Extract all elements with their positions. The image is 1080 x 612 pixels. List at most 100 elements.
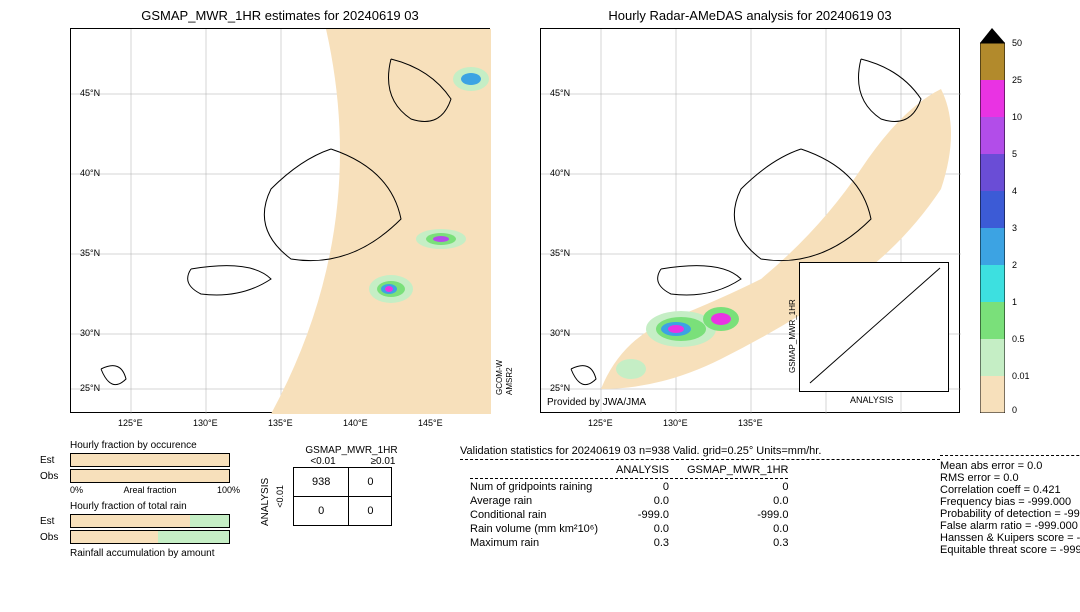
vrow-v1: -999.0 <box>608 509 677 521</box>
stat-label: Correlation coeff = <box>940 484 1030 496</box>
conf-row-0: <0.01 <box>275 485 293 508</box>
left-map-panel <box>70 28 490 413</box>
cbar-tick: 0 <box>1012 405 1017 415</box>
conf-col-1: ≥0.01 <box>353 456 413 467</box>
stat-val: 0.421 <box>1030 484 1061 496</box>
est-bar <box>70 453 230 467</box>
sat-label-2: AMSR2 <box>505 367 514 395</box>
left-map-title: GSMAP_MWR_1HR estimates for 20240619 03 <box>70 8 490 23</box>
cbar-tick: 4 <box>1012 186 1017 196</box>
stat-label: Probability of detection = <box>940 508 1061 520</box>
vrow-v2: 0.3 <box>679 537 796 549</box>
vrow-v2: -999.0 <box>679 509 796 521</box>
conf-cell: 938 <box>294 468 349 497</box>
left-map-svg <box>71 29 491 414</box>
xtick: 125°E <box>588 418 613 428</box>
provider-label: Provided by JWA/JMA <box>547 397 646 408</box>
rain-est-bar <box>70 514 230 528</box>
scatter-inset: ANALYSIS GSMAP_MWR_1HR <box>799 262 949 392</box>
vrow-v1: 0.0 <box>608 495 677 507</box>
stats-section: Mean abs error = 0.0 RMS error = 0.0 Cor… <box>940 455 1080 556</box>
sat-label-1: GCOM-W <box>495 360 504 395</box>
conf-matrix-table: 9380 00 <box>293 467 392 526</box>
rain-obs-bar <box>70 530 230 544</box>
accum-label: Rainfall accumulation by amount <box>70 548 240 559</box>
cbar-tick: 2 <box>1012 260 1017 270</box>
ytick: 30°N <box>80 328 100 338</box>
stat-val: -999.000 <box>1031 520 1077 532</box>
conf-cell: 0 <box>294 497 349 526</box>
stat-label: RMS error = <box>940 472 1000 484</box>
ytick: 35°N <box>80 248 100 258</box>
occ-xmax: 100% <box>217 485 240 495</box>
ytick: 25°N <box>550 383 570 393</box>
ytick: 35°N <box>550 248 570 258</box>
conf-col-0: <0.01 <box>293 456 353 467</box>
col2: GSMAP_MWR_1HR <box>679 464 796 476</box>
vrow-v1: 0 <box>608 481 677 493</box>
scatter-xlabel: ANALYSIS <box>850 395 893 405</box>
cbar-tick: 0.5 <box>1012 334 1025 344</box>
stat-val: 0.0 <box>1024 460 1042 472</box>
conf-matrix-section: GSMAP_MWR_1HR ANALYSIS <0.01 ≥0.01 <0.01… <box>260 445 413 526</box>
stat-val: -999.000 <box>1057 544 1080 556</box>
xtick: 130°E <box>193 418 218 428</box>
figure-container: GSMAP_MWR_1HR estimates for 20240619 03 … <box>0 0 1080 612</box>
ytick: 30°N <box>550 328 570 338</box>
validation-table: ANALYSISGSMAP_MWR_1HR Num of gridpoints … <box>460 462 798 551</box>
vrow-label: Num of gridpoints raining <box>462 481 606 493</box>
rain-title: Hourly fraction of total rain <box>70 501 240 512</box>
cbar-tick: 5 <box>1012 149 1017 159</box>
cbar-tick: 10 <box>1012 112 1022 122</box>
scatter-ylabel: GSMAP_MWR_1HR <box>788 299 797 373</box>
xtick: 145°E <box>418 418 443 428</box>
obs-label: Obs <box>40 471 70 482</box>
ytick: 40°N <box>80 168 100 178</box>
occ-axis: Areal fraction <box>123 485 176 495</box>
validation-title: Validation statistics for 20240619 03 n=… <box>460 445 940 457</box>
cbar-tick: 3 <box>1012 223 1017 233</box>
xtick: 135°E <box>738 418 763 428</box>
vrow-label: Rain volume (mm km²10⁶) <box>462 523 606 535</box>
conf-cell: 0 <box>349 468 392 497</box>
vrow-v2: 0.0 <box>679 495 796 507</box>
cbar-tick: 1 <box>1012 297 1017 307</box>
stat-label: Mean abs error = <box>940 460 1024 472</box>
colorbar <box>980 28 1005 413</box>
vrow-v1: 0.3 <box>608 537 677 549</box>
xtick: 135°E <box>268 418 293 428</box>
ytick: 45°N <box>550 88 570 98</box>
occurrence-section: Hourly fraction by occurence Est Obs 0% … <box>40 440 240 559</box>
right-map-title: Hourly Radar-AMeDAS analysis for 2024061… <box>540 8 960 23</box>
occ-xmin: 0% <box>70 485 83 495</box>
stat-label: Frequency bias = <box>940 496 1025 508</box>
ytick: 40°N <box>550 168 570 178</box>
vrow-v1: 0.0 <box>608 523 677 535</box>
vrow-v2: 0 <box>679 481 796 493</box>
xtick: 140°E <box>343 418 368 428</box>
col1: ANALYSIS <box>608 464 677 476</box>
validation-section: Validation statistics for 20240619 03 n=… <box>460 445 940 551</box>
xtick: 125°E <box>118 418 143 428</box>
stat-label: False alarm ratio = <box>940 520 1031 532</box>
stat-val: -999.000 <box>1074 532 1080 544</box>
stat-label: Equitable threat score = <box>940 544 1057 556</box>
stat-label: Hanssen & Kuipers score = <box>940 532 1074 544</box>
right-map-panel: Provided by JWA/JMA ANALYSIS GSMAP_MWR_1… <box>540 28 960 413</box>
stat-val: -999.000 <box>1061 508 1080 520</box>
conf-row-header: ANALYSIS <box>260 456 271 526</box>
occ-title: Hourly fraction by occurence <box>70 440 240 451</box>
vrow-v2: 0.0 <box>679 523 796 535</box>
cbar-tick: 50 <box>1012 38 1022 48</box>
vrow-label: Average rain <box>462 495 606 507</box>
obs-bar <box>70 469 230 483</box>
vrow-label: Conditional rain <box>462 509 606 521</box>
conf-col-header: GSMAP_MWR_1HR <box>290 445 413 456</box>
conf-cell: 0 <box>349 497 392 526</box>
stat-val: 0.0 <box>1000 472 1018 484</box>
cbar-tick: 25 <box>1012 75 1022 85</box>
est-label2: Est <box>40 516 70 527</box>
xtick: 130°E <box>663 418 688 428</box>
vrow-label: Maximum rain <box>462 537 606 549</box>
cbar-tick: 0.01 <box>1012 371 1030 381</box>
